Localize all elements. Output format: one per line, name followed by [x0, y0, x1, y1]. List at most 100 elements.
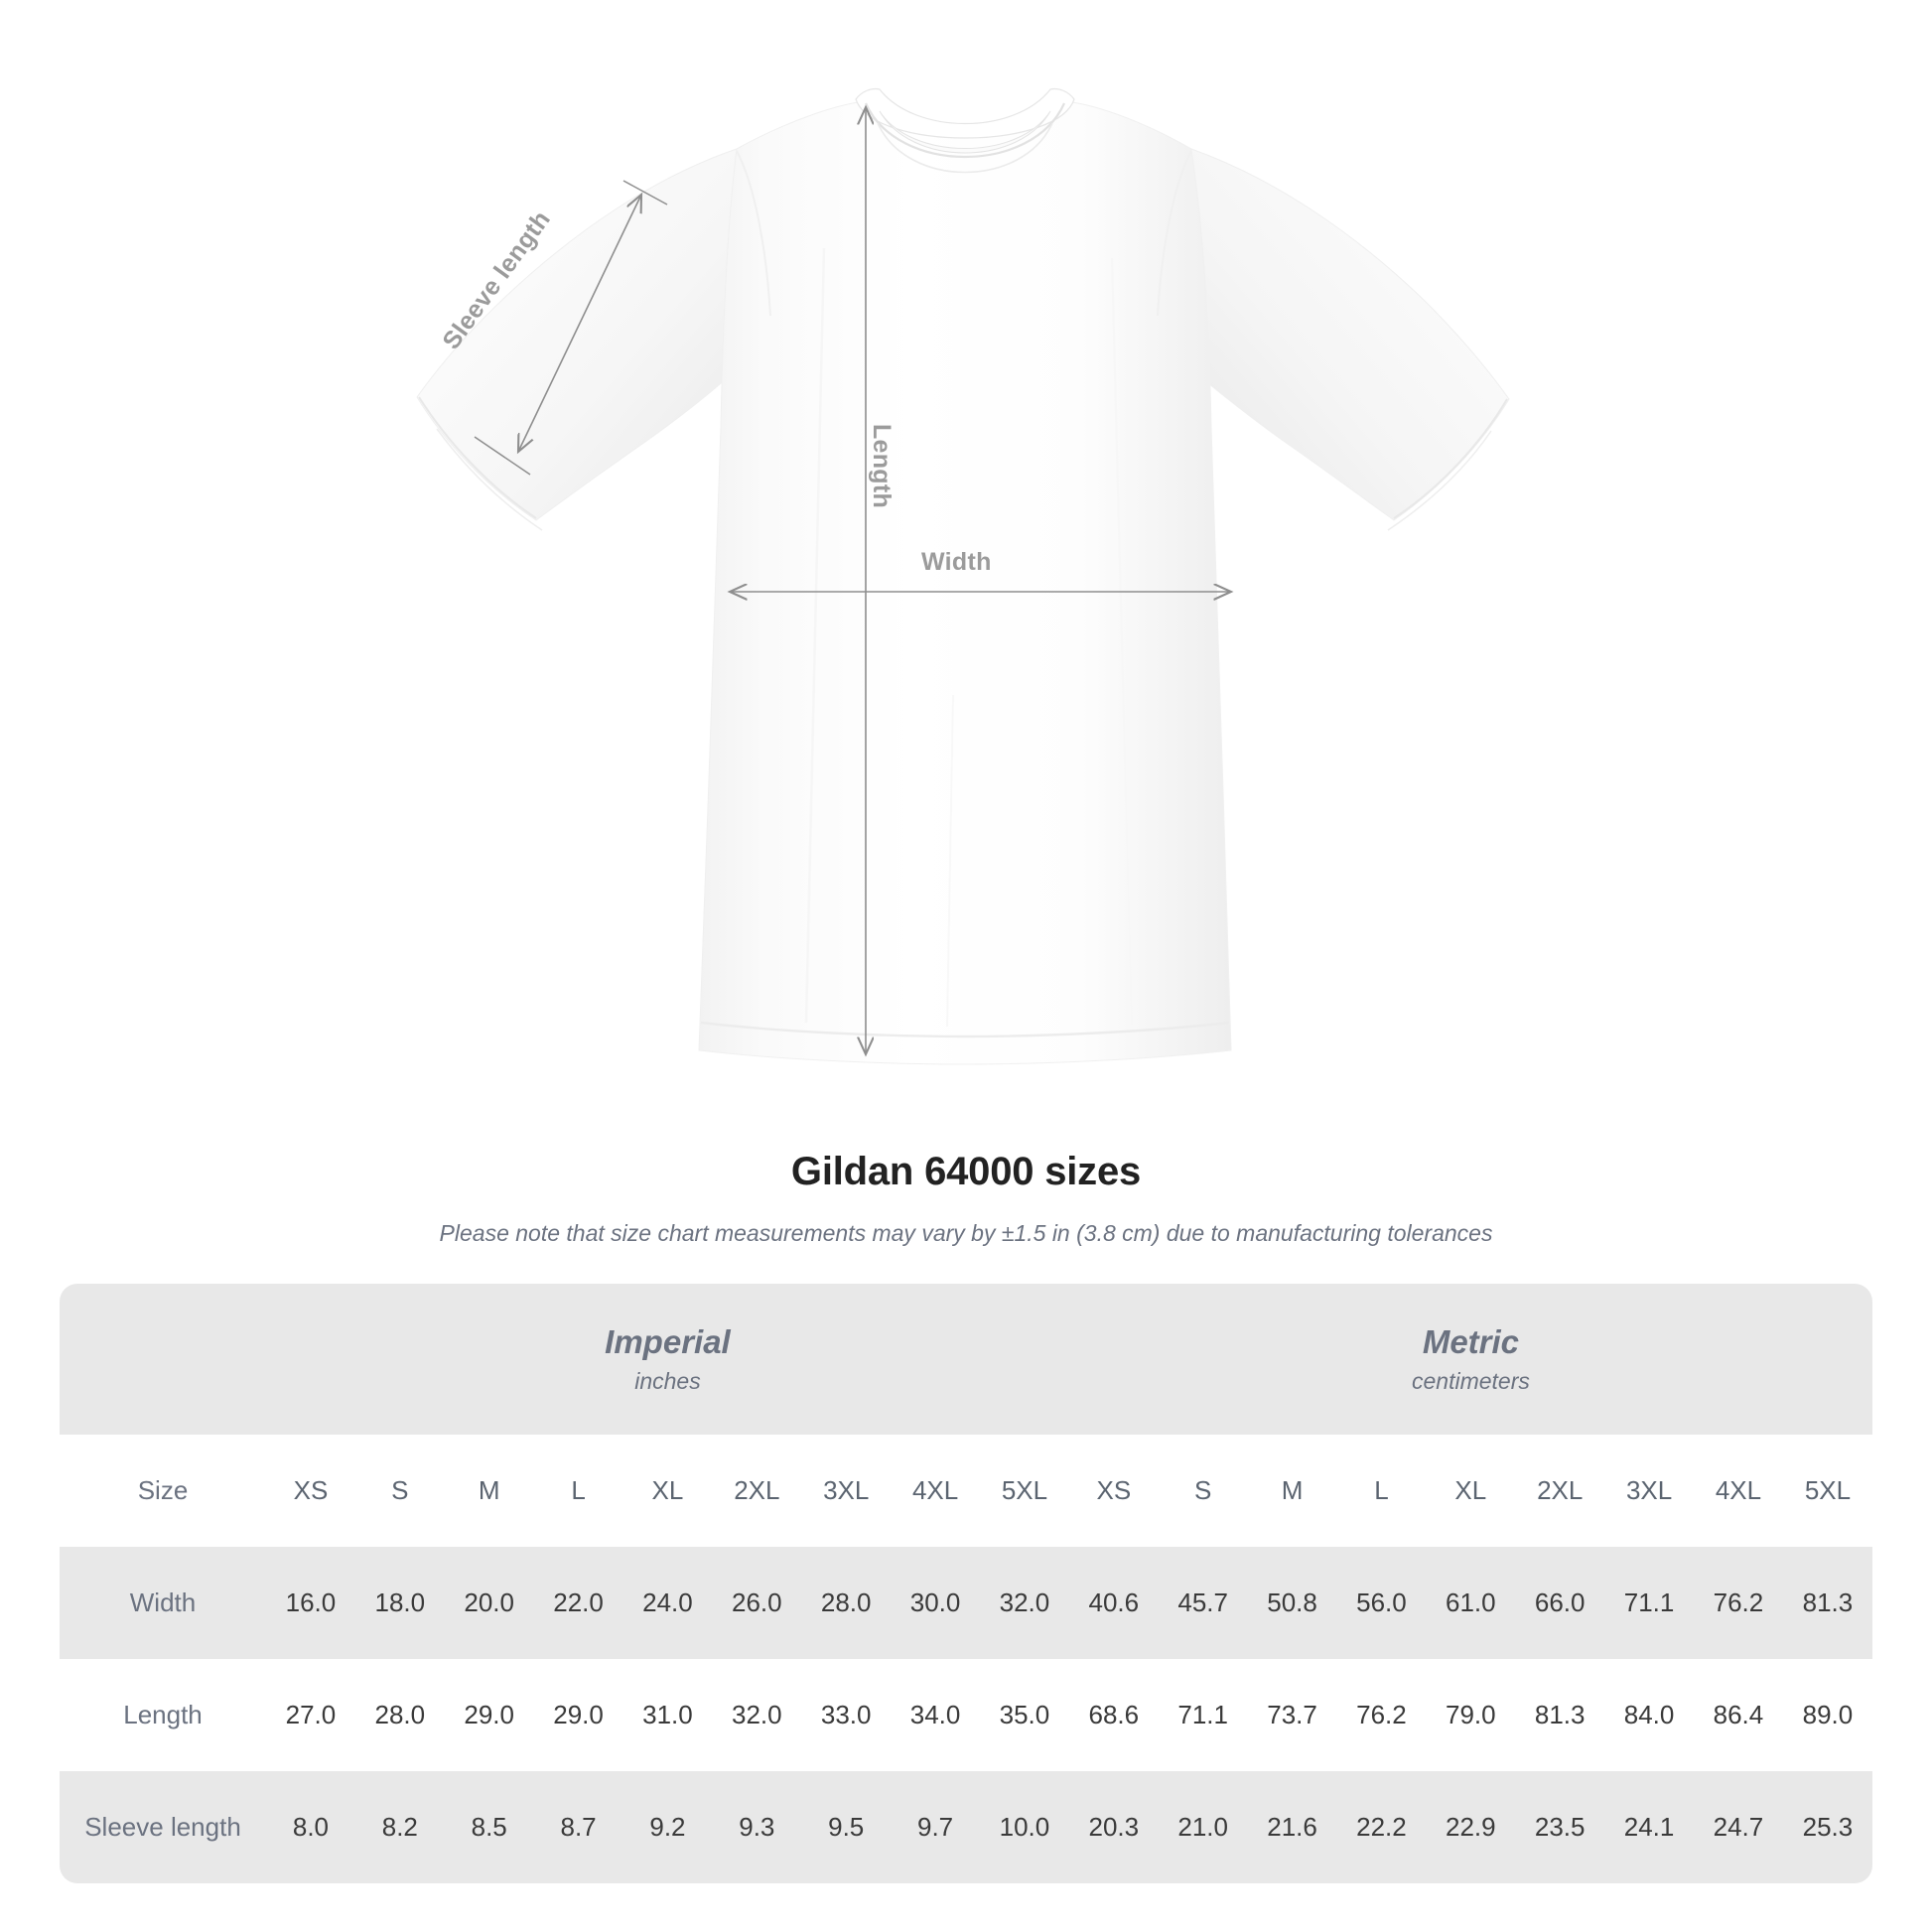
- size-column-header-l-metric: L: [1336, 1435, 1427, 1547]
- cell-width-5xl-metric: 81.3: [1782, 1547, 1872, 1659]
- size-column-header-5xl-metric: 5XL: [1782, 1435, 1872, 1547]
- size-column-header-l-imperial: L: [533, 1435, 623, 1547]
- cell-sleeve-length-xs-metric: 20.3: [1068, 1771, 1159, 1883]
- tshirt-diagram: Sleeve length Length Width: [416, 87, 1510, 1065]
- size-column-header-s-imperial: S: [354, 1435, 445, 1547]
- cell-width-4xl-imperial: 30.0: [891, 1547, 981, 1659]
- page-title: Gildan 64000 sizes: [790, 1150, 1142, 1193]
- cell-length-l-imperial: 29.0: [533, 1659, 623, 1771]
- size-column-header-xs-metric: XS: [1068, 1435, 1159, 1547]
- cell-sleeve-length-s-imperial: 8.2: [354, 1771, 445, 1883]
- unit-group-header-metric: Metric centimeters: [1068, 1284, 1872, 1435]
- cell-length-xs-imperial: 27.0: [266, 1659, 355, 1771]
- table-row: Width 16.0 18.0 20.0 22.0 24.0 26.0 28.0 30.0 32.…: [60, 1547, 1872, 1659]
- size-header-row: Size XS S M L XL 2XL 3XL 4XL 5XL XS S M L XL 2XL 3XL 4XL 5…: [60, 1435, 1872, 1547]
- title-block: Gildan 64000 sizes Please note that size…: [0, 1150, 1932, 1247]
- sleeve-tick-bottom: [474, 436, 531, 476]
- cell-length-4xl-metric: 86.4: [1694, 1659, 1783, 1771]
- cell-sleeve-length-3xl-metric: 24.1: [1604, 1771, 1695, 1883]
- unit-group-sub: centimeters: [1412, 1368, 1530, 1395]
- cell-width-xl-metric: 61.0: [1426, 1547, 1516, 1659]
- cell-width-5xl-imperial: 32.0: [980, 1547, 1069, 1659]
- size-table-wrapper: Imperial inches Metric centimeters Size XS S M L…: [60, 1284, 1872, 1883]
- cell-width-l-metric: 56.0: [1336, 1547, 1427, 1659]
- cell-width-m-imperial: 20.0: [444, 1547, 534, 1659]
- size-chart-table: Imperial inches Metric centimeters Size XS S M L…: [60, 1284, 1872, 1883]
- table-row: Length 27.0 28.0 29.0 29.0 31.0 32.0 33.0 34.0 35…: [60, 1659, 1872, 1771]
- size-column-header-m-metric: M: [1247, 1435, 1337, 1547]
- cell-length-5xl-metric: 89.0: [1782, 1659, 1872, 1771]
- tolerance-note: Please note that size chart measurements…: [439, 1220, 1493, 1246]
- cell-length-s-imperial: 28.0: [354, 1659, 445, 1771]
- table-corner-cell: [60, 1284, 267, 1435]
- cell-sleeve-length-3xl-imperial: 9.5: [801, 1771, 892, 1883]
- cell-sleeve-length-5xl-metric: 25.3: [1782, 1771, 1872, 1883]
- cell-length-m-imperial: 29.0: [444, 1659, 534, 1771]
- length-label: Length: [868, 423, 897, 509]
- sleeve-arrow: [518, 195, 641, 452]
- cell-length-2xl-metric: 81.3: [1515, 1659, 1605, 1771]
- tshirt-illustration: [416, 87, 1510, 1065]
- size-column-header-s-metric: S: [1158, 1435, 1248, 1547]
- cell-width-3xl-imperial: 28.0: [801, 1547, 892, 1659]
- unit-group-sub: inches: [634, 1368, 701, 1395]
- cell-sleeve-length-m-imperial: 8.5: [444, 1771, 534, 1883]
- cell-sleeve-length-l-metric: 22.2: [1336, 1771, 1427, 1883]
- cell-length-xs-metric: 68.6: [1068, 1659, 1159, 1771]
- size-column-header-3xl-imperial: 3XL: [801, 1435, 892, 1547]
- unit-header-row: Imperial inches Metric centimeters: [60, 1284, 1872, 1435]
- unit-group-name: Imperial: [605, 1322, 731, 1360]
- size-column-header-3xl-metric: 3XL: [1604, 1435, 1695, 1547]
- size-column-header-2xl-metric: 2XL: [1515, 1435, 1605, 1547]
- size-column-header-xs-imperial: XS: [266, 1435, 355, 1547]
- cell-sleeve-length-xs-imperial: 8.0: [266, 1771, 355, 1883]
- cell-sleeve-length-2xl-metric: 23.5: [1515, 1771, 1605, 1883]
- size-column-header-2xl-imperial: 2XL: [712, 1435, 802, 1547]
- cell-length-s-metric: 71.1: [1158, 1659, 1248, 1771]
- cell-sleeve-length-4xl-metric: 24.7: [1694, 1771, 1783, 1883]
- cell-width-l-imperial: 22.0: [533, 1547, 623, 1659]
- cell-length-2xl-imperial: 32.0: [712, 1659, 802, 1771]
- cell-sleeve-length-xl-imperial: 9.2: [622, 1771, 713, 1883]
- cell-length-5xl-imperial: 35.0: [980, 1659, 1069, 1771]
- cell-sleeve-length-s-metric: 21.0: [1158, 1771, 1248, 1883]
- cell-width-4xl-metric: 76.2: [1694, 1547, 1783, 1659]
- width-label: Width: [921, 548, 992, 576]
- size-column-header-xl-imperial: XL: [622, 1435, 713, 1547]
- cell-length-xl-metric: 79.0: [1426, 1659, 1516, 1771]
- cell-sleeve-length-5xl-imperial: 10.0: [980, 1771, 1069, 1883]
- dimension-guides: [474, 107, 1231, 1054]
- cell-sleeve-length-4xl-imperial: 9.7: [891, 1771, 981, 1883]
- row-header-length: Length: [60, 1659, 267, 1771]
- cell-length-4xl-imperial: 34.0: [891, 1659, 981, 1771]
- size-column-header-m-imperial: M: [444, 1435, 534, 1547]
- cell-width-2xl-imperial: 26.0: [712, 1547, 802, 1659]
- cell-sleeve-length-l-imperial: 8.7: [533, 1771, 623, 1883]
- cell-length-xl-imperial: 31.0: [622, 1659, 713, 1771]
- unit-group-name: Metric: [1422, 1322, 1520, 1360]
- cell-length-3xl-metric: 84.0: [1604, 1659, 1695, 1771]
- cell-width-xl-imperial: 24.0: [622, 1547, 713, 1659]
- cell-sleeve-length-2xl-imperial: 9.3: [712, 1771, 802, 1883]
- cell-sleeve-length-m-metric: 21.6: [1247, 1771, 1337, 1883]
- row-header-width: Width: [60, 1547, 267, 1659]
- size-column-header-4xl-metric: 4XL: [1694, 1435, 1783, 1547]
- size-column-header-4xl-imperial: 4XL: [891, 1435, 981, 1547]
- cell-length-m-metric: 73.7: [1247, 1659, 1337, 1771]
- garment-shape: [416, 87, 1510, 1065]
- cell-width-3xl-metric: 71.1: [1604, 1547, 1695, 1659]
- cell-width-s-metric: 45.7: [1158, 1547, 1248, 1659]
- sleeve-tick-top: [622, 180, 668, 206]
- cell-length-l-metric: 76.2: [1336, 1659, 1427, 1771]
- cell-width-xs-imperial: 16.0: [266, 1547, 355, 1659]
- row-header-size: Size: [60, 1435, 267, 1547]
- cell-width-2xl-metric: 66.0: [1515, 1547, 1605, 1659]
- cell-width-s-imperial: 18.0: [354, 1547, 445, 1659]
- unit-group-header-imperial: Imperial inches: [266, 1284, 1069, 1435]
- cell-length-3xl-imperial: 33.0: [801, 1659, 892, 1771]
- cell-width-xs-metric: 40.6: [1068, 1547, 1159, 1659]
- size-column-header-xl-metric: XL: [1426, 1435, 1516, 1547]
- cell-width-m-metric: 50.8: [1247, 1547, 1337, 1659]
- cell-sleeve-length-xl-metric: 22.9: [1426, 1771, 1516, 1883]
- table-row: Sleeve length 8.0 8.2 8.5 8.7 9.2 9.3 9.5 9.7 10.…: [60, 1771, 1872, 1883]
